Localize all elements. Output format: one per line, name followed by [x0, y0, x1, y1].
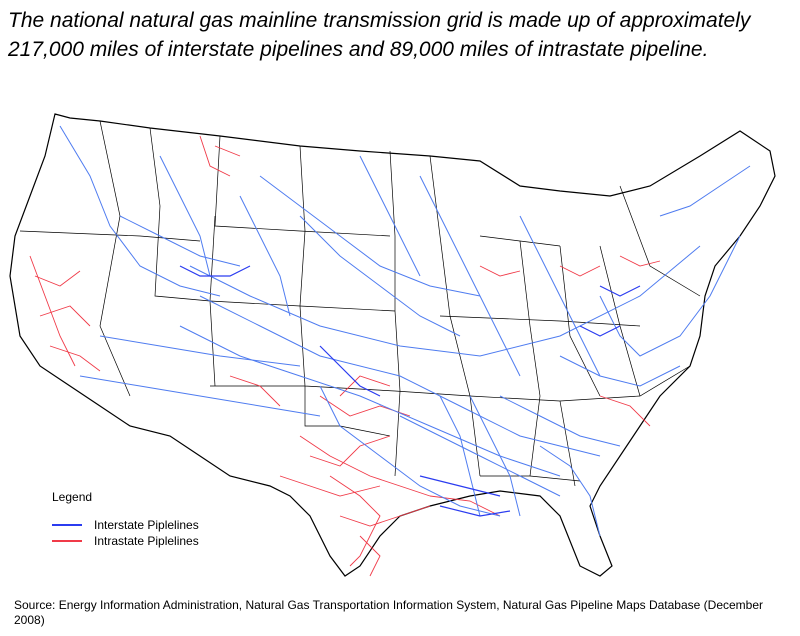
interstate-pipelines	[59, 125, 751, 537]
state-borders	[19, 120, 701, 487]
pipeline-map	[9, 113, 776, 577]
legend-swatch-intrastate	[52, 540, 82, 542]
legend-title: Legend	[52, 490, 93, 504]
us-outline	[9, 113, 776, 577]
map-title: The national natural gas mainline transm…	[8, 9, 751, 61]
legend-item-interstate: Interstate Piplelines	[52, 517, 199, 533]
intrastate-pipelines	[29, 135, 661, 577]
legend-label-intrastate: Intrastate Piplelines	[94, 534, 199, 548]
legend-swatch-interstate	[52, 524, 82, 526]
legend-label-interstate: Interstate Piplelines	[94, 518, 199, 532]
source-note: Source: Energy Information Administratio…	[14, 598, 764, 627]
legend: Legend Interstate Piplelines Intrastate …	[52, 490, 199, 549]
interstate-pipelines-dark	[179, 265, 641, 517]
legend-item-intrastate: Intrastate Piplelines	[52, 533, 199, 549]
